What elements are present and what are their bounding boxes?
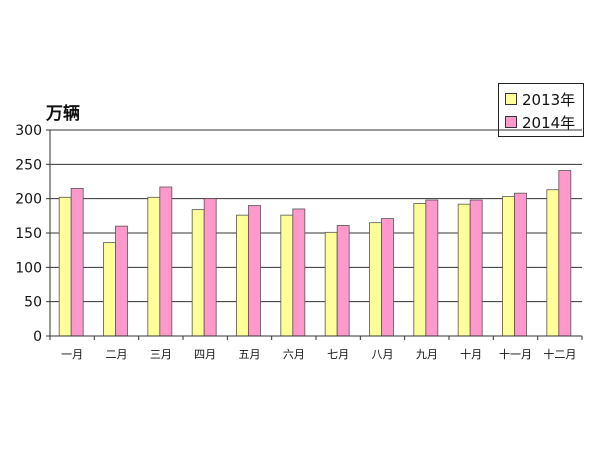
legend-swatch-2013 bbox=[505, 93, 517, 105]
bar-2014-7 bbox=[336, 225, 350, 337]
legend: 2013年 2014年 bbox=[498, 83, 584, 137]
x-tick-label-2: 二月 bbox=[106, 348, 128, 361]
y-tick-label-50: 50 bbox=[24, 295, 42, 311]
bar-2013-10 bbox=[457, 203, 471, 337]
y-tick-label-150: 150 bbox=[15, 226, 42, 242]
bar-2013-12 bbox=[546, 189, 560, 337]
bar-2014-6 bbox=[292, 208, 306, 337]
x-tick-label-12: 十二月 bbox=[543, 347, 576, 361]
x-tick-label-8: 八月 bbox=[372, 348, 394, 361]
x-tick-label-6: 六月 bbox=[283, 348, 305, 361]
x-tick-label-10: 十月 bbox=[460, 347, 482, 361]
legend-item-2014: 2014年 bbox=[505, 111, 575, 133]
bar-2014-4 bbox=[203, 198, 217, 337]
legend-swatch-2014 bbox=[505, 116, 517, 128]
x-tick-label-5: 五月 bbox=[239, 348, 261, 361]
x-tick-label-1: 一月 bbox=[61, 348, 83, 361]
x-tick-label-3: 三月 bbox=[150, 348, 172, 361]
y-tick-label-100: 100 bbox=[15, 260, 42, 276]
bar-2014-3 bbox=[159, 186, 173, 337]
bar-2013-3 bbox=[147, 196, 161, 337]
bar-2013-4 bbox=[191, 209, 205, 337]
bar-2014-2 bbox=[115, 225, 128, 337]
bar-2013-2 bbox=[103, 242, 116, 337]
bar-2013-8 bbox=[369, 222, 382, 337]
legend-item-2013: 2013年 bbox=[505, 88, 575, 110]
bar-2014-5 bbox=[248, 205, 261, 337]
y-tick-label-200: 200 bbox=[15, 192, 42, 208]
y-tick-label-250: 250 bbox=[15, 157, 42, 173]
bar-2013-5 bbox=[236, 214, 249, 337]
x-tick-label-9: 九月 bbox=[416, 348, 438, 361]
bar-2014-1 bbox=[70, 187, 84, 337]
x-tick-label-4: 四月 bbox=[194, 348, 216, 361]
x-tick-label-11: 十一月 bbox=[499, 347, 532, 361]
bar-2014-8 bbox=[381, 218, 394, 337]
bar-2014-12 bbox=[558, 170, 572, 337]
y-axis-unit-label: 万辆 bbox=[46, 104, 80, 124]
bar-2014-9 bbox=[425, 199, 439, 337]
bar-2014-10 bbox=[469, 199, 483, 337]
x-tick-label-7: 七月 bbox=[327, 348, 349, 361]
bar-2013-11 bbox=[502, 196, 515, 337]
bar-2014-11 bbox=[514, 192, 527, 337]
bar-2013-6 bbox=[280, 214, 294, 337]
legend-label-2014: 2014年 bbox=[522, 113, 576, 132]
bar-2013-7 bbox=[324, 231, 338, 337]
bar-2013-1 bbox=[58, 196, 72, 337]
legend-label-2013: 2013年 bbox=[522, 90, 576, 109]
y-tick-label-300: 300 bbox=[15, 123, 42, 139]
bar-2013-9 bbox=[413, 203, 427, 337]
y-tick-label-0: 0 bbox=[33, 329, 42, 345]
